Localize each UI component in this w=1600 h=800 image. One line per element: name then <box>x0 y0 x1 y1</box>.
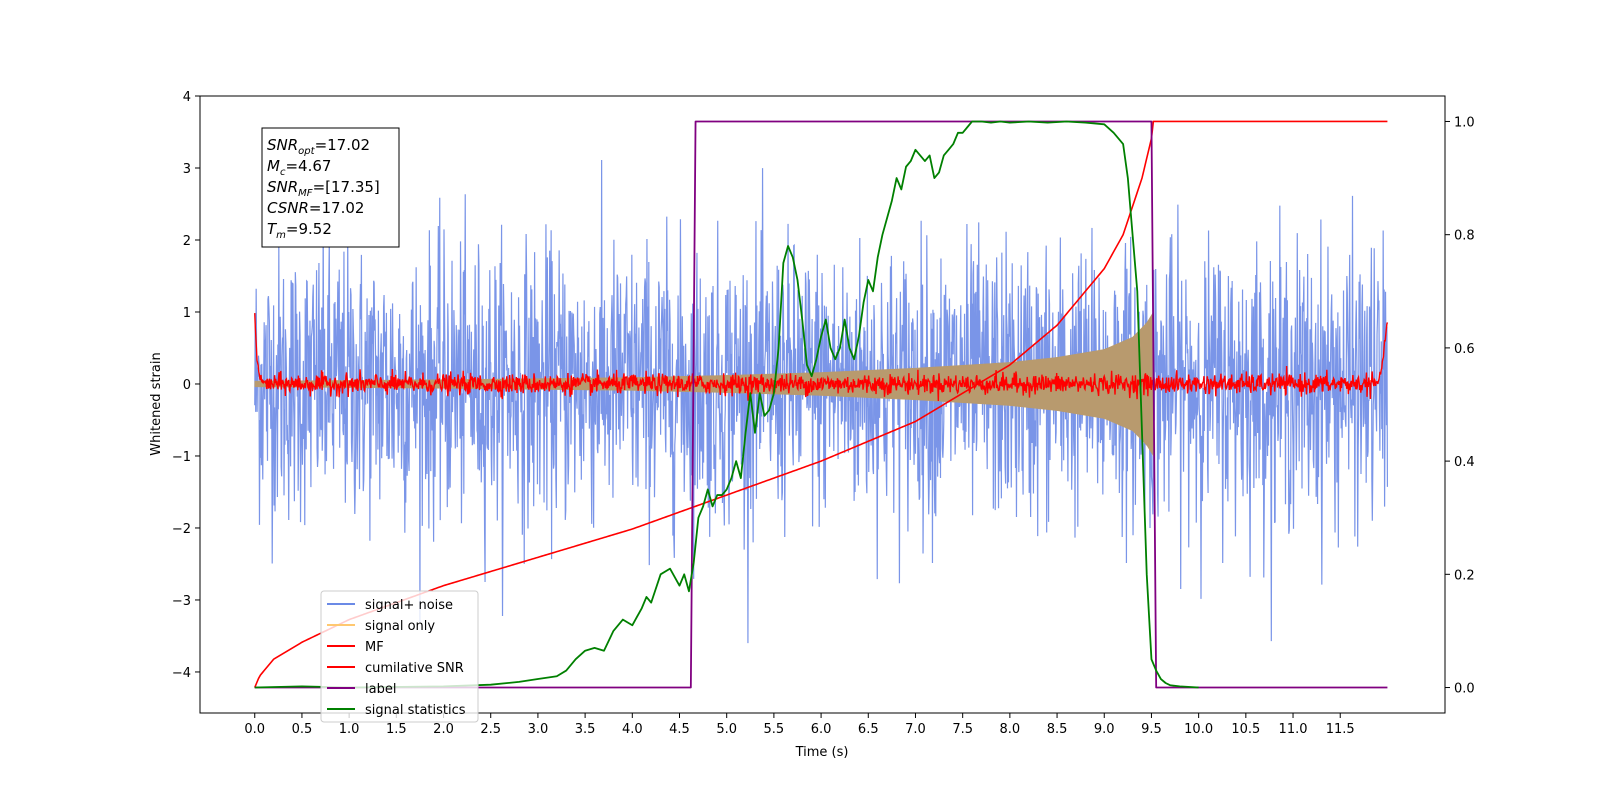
x-axis: 0.0 0.5 1.0 1.5 2.0 2.5 3.0 3.5 4.0 4.5 5.0 5.5 6.0 6… <box>244 713 1355 737</box>
y-tick-label: −3 <box>172 594 191 609</box>
y-axis-right: 1.0 0.8 0.6 0.4 0.2 0.0 <box>1445 115 1475 697</box>
annotation-line: Mc=4.67 <box>267 157 331 178</box>
x-tick-label: 9.0 <box>1094 722 1115 737</box>
x-tick-label: 2.0 <box>433 722 454 737</box>
series-layer <box>254 120 1389 689</box>
y2-tick-label: 0.4 <box>1454 455 1475 470</box>
annotation-line: Tm=9.52 <box>267 220 332 241</box>
y-tick-label: 1 <box>183 306 191 321</box>
x-tick-label: 0.0 <box>244 722 265 737</box>
annotation-box: SNRopt=17.02Mc=4.67SNRMF=[17.35]CSNR=17.… <box>261 127 400 248</box>
legend-frame <box>320 590 479 723</box>
y2-tick-label: 0.6 <box>1454 342 1475 357</box>
annotation-line: SNRopt=17.02 <box>267 136 370 157</box>
y2-tick-label: 0.8 <box>1454 229 1475 244</box>
x-tick-label: 4.5 <box>669 722 690 737</box>
x-tick-label: 11.5 <box>1326 722 1355 737</box>
legend-entry-label: cumilative SNR <box>365 661 464 676</box>
x-tick-label: 3.5 <box>575 722 596 737</box>
x-tick-label: 5.0 <box>716 722 737 737</box>
y-axis-label: Whitened strain <box>149 352 164 455</box>
x-tick-label: 6.0 <box>811 722 832 737</box>
x-tick-label: 4.0 <box>622 722 643 737</box>
annotation-frame <box>261 127 400 248</box>
x-axis-label: Time (s) <box>795 745 849 760</box>
x-tick-label: 0.5 <box>292 722 313 737</box>
legend: signal+ noise signal only MF cumilative SNR… <box>320 590 479 723</box>
y-tick-label: −2 <box>172 522 191 537</box>
legend-entry-label: signal only <box>365 619 435 634</box>
series-signal-statistics-line <box>254 120 1199 689</box>
legend-entry-label: MF <box>365 640 384 655</box>
legend-entry-label: signal+ noise <box>365 598 453 613</box>
y2-tick-label: 1.0 <box>1454 115 1475 130</box>
x-tick-label: 10.5 <box>1231 722 1260 737</box>
annotation-line: CSNR=17.02 <box>267 199 364 217</box>
y-tick-label: 3 <box>183 162 191 177</box>
x-tick-label: 3.0 <box>528 722 549 737</box>
x-tick-label: 10.0 <box>1184 722 1213 737</box>
y-tick-label: 0 <box>183 378 191 393</box>
plot-frame <box>199 95 1446 714</box>
y-tick-label: −1 <box>172 450 191 465</box>
y2-tick-label: 0.0 <box>1454 682 1475 697</box>
x-tick-label: 8.0 <box>1000 722 1021 737</box>
legend-entry-label: label <box>365 682 396 697</box>
x-tick-label: 7.5 <box>952 722 973 737</box>
x-tick-label: 9.5 <box>1141 722 1162 737</box>
x-tick-label: 1.5 <box>386 722 407 737</box>
y-axis-left: 4 3 2 1 0 −1 −2 −3 −4 <box>172 90 200 681</box>
y-tick-label: 2 <box>183 234 191 249</box>
x-tick-label: 6.5 <box>858 722 879 737</box>
y-tick-label: −4 <box>172 666 191 681</box>
y2-tick-label: 0.2 <box>1454 568 1475 583</box>
x-tick-label: 11.0 <box>1279 722 1308 737</box>
series-cumulative-snr-line <box>254 120 1388 688</box>
x-tick-label: 7.0 <box>905 722 926 737</box>
x-tick-label: 5.5 <box>764 722 785 737</box>
annotation-line: SNRMF=[17.35] <box>267 178 380 199</box>
x-tick-label: 8.5 <box>1047 722 1068 737</box>
legend-entry-label: signal statistics <box>365 703 466 718</box>
x-tick-label: 1.0 <box>339 722 360 737</box>
series-mf-line <box>254 313 1389 402</box>
y-tick-label: 4 <box>183 90 191 105</box>
x-tick-label: 2.5 <box>480 722 501 737</box>
